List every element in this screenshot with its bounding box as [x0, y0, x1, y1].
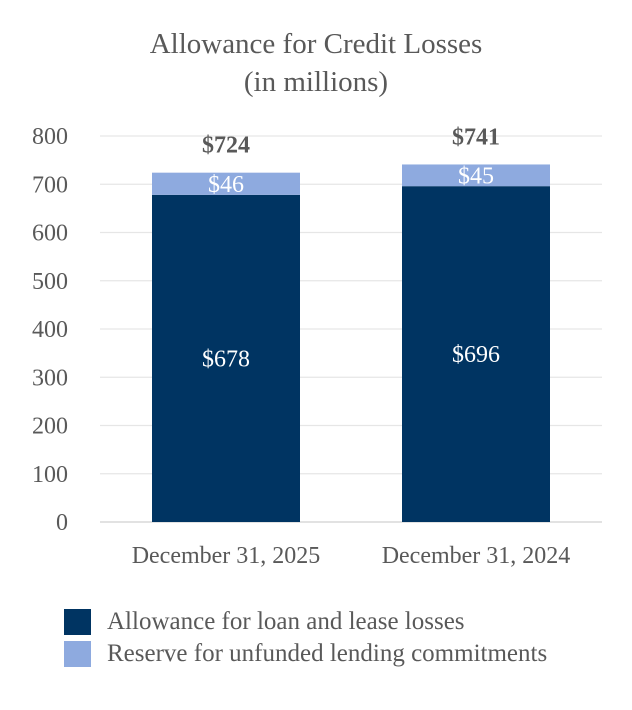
legend-label-allowance: Allowance for loan and lease losses	[107, 608, 465, 635]
y-tick-label-100: 100	[32, 462, 68, 488]
legend-item-allowance: Allowance for loan and lease losses	[64, 606, 547, 638]
y-tick-label-300: 300	[32, 365, 68, 391]
chart-plot-area: 0 100 200 300 400 500 600 700 800 $678 $46 $724 Dece…	[32, 124, 602, 569]
legend-label-reserve: Reserve for unfunded lending commitments	[107, 640, 548, 667]
x-tick-label-1: December 31, 2024	[382, 543, 571, 569]
bar-allowance-1	[402, 186, 550, 522]
chart-legend: Allowance for loan and lease losses Rese…	[64, 606, 547, 670]
y-tick-label-0: 0	[56, 510, 68, 536]
x-tick-label-0: December 31, 2025	[132, 543, 321, 569]
y-tick-label-600: 600	[32, 221, 68, 247]
y-tick-label-200: 200	[32, 414, 68, 440]
data-label-reserve-1: $45	[458, 163, 494, 189]
bar-allowance-0	[152, 194, 300, 523]
y-tick-label-700: 700	[32, 172, 68, 198]
data-label-allowance-1: $696	[452, 342, 500, 368]
bar-reserve-0	[152, 172, 300, 195]
legend-item-reserve: Reserve for unfunded lending commitments	[64, 638, 547, 670]
bar-reserve-1	[402, 164, 550, 187]
total-label-0: $724	[202, 133, 250, 159]
y-tick-label-500: 500	[32, 269, 68, 295]
chart-title: Allowance for Credit Losses	[149, 28, 483, 60]
data-label-allowance-0: $678	[202, 346, 250, 372]
chart-subtitle: (in millions)	[243, 66, 389, 98]
data-label-reserve-0: $46	[208, 172, 244, 198]
y-tick-label-800: 800	[32, 124, 68, 150]
legend-swatch-reserve	[64, 641, 91, 667]
legend-swatch-allowance	[64, 609, 91, 635]
total-label-1: $741	[452, 124, 500, 150]
y-tick-label-400: 400	[32, 317, 68, 343]
